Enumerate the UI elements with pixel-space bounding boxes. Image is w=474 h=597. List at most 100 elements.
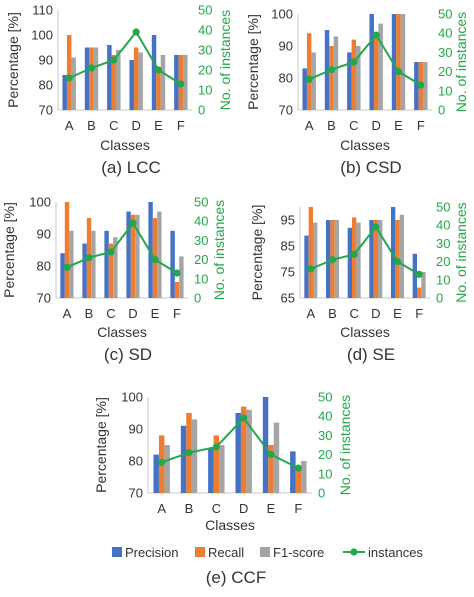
y-tick-label: 75 — [281, 265, 295, 280]
y2-tick-label: 30 — [318, 428, 332, 443]
bar-precision — [412, 253, 417, 298]
x-axis-title: Classes — [340, 137, 390, 153]
y2-tick-label: 50 — [194, 195, 208, 210]
point-instances — [372, 31, 380, 39]
y2-tick-label: 30 — [438, 45, 452, 60]
x-tick-label: A — [65, 118, 74, 133]
y2-tick-label: 10 — [438, 83, 452, 98]
point-instances — [132, 28, 140, 36]
point-instances — [212, 443, 220, 451]
y-tick-label: 90 — [279, 39, 293, 54]
bar-f1-score — [356, 46, 361, 110]
point-instances — [350, 250, 358, 258]
y2-tick-label: 20 — [194, 252, 208, 267]
x-tick-label: A — [306, 306, 315, 321]
bar-recall — [240, 406, 247, 493]
bar-f1-score — [183, 55, 188, 110]
y2-tick-label: 10 — [194, 271, 208, 286]
y2-tick-label: 50 — [438, 7, 452, 22]
chart-title: (b) CSD — [340, 158, 401, 177]
bar-f1-score — [378, 23, 383, 111]
y-axis-title: Percentage [%] — [5, 12, 21, 108]
y-tick-label: 70 — [129, 486, 143, 501]
series-line-instances — [66, 221, 178, 274]
chart-panel: 70 80 90 100 110 0 10 20 30 40 50 A B C D E F Percentage … — [5, 3, 233, 178]
bar-f1-score — [93, 47, 99, 110]
bar-precision — [326, 220, 331, 298]
y2-tick-label: 0 — [198, 103, 205, 118]
y2-tick-label: 50 — [318, 390, 332, 405]
bar-precision — [84, 47, 90, 110]
point-instances — [294, 464, 302, 472]
legend: Precision Recall F1-score instances — [112, 545, 423, 560]
bar-precision — [391, 207, 396, 298]
chart-title: (d) SE — [347, 345, 395, 364]
y-tick-label: 70 — [39, 103, 53, 118]
y-axis-title: Percentage [%] — [93, 397, 109, 493]
y-tick-label: 95 — [281, 213, 295, 228]
legend-swatch — [260, 547, 270, 557]
bar-f1-score — [333, 36, 339, 110]
legend-label: Precision — [125, 545, 178, 560]
y2-axis-title: No. of instances — [453, 12, 469, 112]
legend-swatch — [112, 547, 122, 557]
bar-recall — [111, 55, 117, 110]
bar-f1-score — [246, 409, 252, 493]
x-tick-label: E — [151, 306, 160, 321]
bar-precision — [153, 454, 159, 493]
bar-precision — [126, 211, 131, 298]
bar-precision — [304, 235, 309, 298]
bar-f1-score — [219, 445, 225, 493]
y-tick-label: 100 — [121, 390, 143, 405]
y2-tick-label: 20 — [198, 63, 212, 78]
bar-f1-score — [91, 230, 96, 298]
y-axis-title: Percentage [%] — [1, 202, 17, 298]
bar-recall — [156, 72, 161, 110]
y2-tick-label: 40 — [194, 214, 208, 229]
legend-item: F1-score — [260, 545, 324, 560]
bar-precision — [180, 425, 187, 493]
point-instances — [240, 414, 248, 422]
x-tick-label: F — [177, 118, 185, 133]
point-instances — [267, 451, 275, 459]
bar-recall — [130, 214, 136, 298]
bar-f1-score — [157, 211, 162, 298]
bar-precision — [82, 243, 87, 298]
y-axis-title: Percentage [%] — [249, 205, 265, 301]
bar-precision — [290, 451, 296, 493]
x-tick-label: B — [328, 306, 337, 321]
bar-precision — [148, 202, 153, 298]
x-tick-label: D — [128, 306, 137, 321]
x-tick-label: B — [327, 118, 336, 133]
bar-precision — [414, 62, 419, 110]
y-tick-label: 80 — [37, 259, 51, 274]
bar-f1-score — [164, 445, 170, 493]
bar-recall — [295, 467, 302, 493]
y2-tick-label: 0 — [194, 291, 201, 306]
y2-tick-label: 10 — [198, 83, 212, 98]
y2-tick-label: 0 — [318, 486, 325, 501]
y-tick-label: 80 — [39, 78, 53, 93]
bar-precision — [107, 45, 112, 110]
point-instances — [151, 256, 159, 264]
point-instances — [327, 66, 336, 74]
bar-precision — [129, 60, 134, 110]
point-instances — [185, 449, 193, 457]
point-instances — [158, 458, 166, 466]
bar-precision — [391, 14, 397, 110]
x-tick-label: C — [106, 306, 115, 321]
y-tick-label: 110 — [32, 3, 53, 18]
bar-f1-score — [356, 222, 361, 298]
y2-tick-label: 30 — [194, 233, 208, 248]
legend-label: F1-score — [273, 545, 324, 560]
chart-title: (a) LCC — [101, 158, 161, 177]
bar-f1-score — [421, 272, 426, 298]
chart-panel: 70 80 90 100 0 10 20 30 40 50 A B C D E F Percentage [%]… — [245, 7, 469, 178]
y-tick-label: 100 — [31, 28, 53, 43]
point-instances — [85, 254, 93, 262]
point-instances — [129, 219, 137, 227]
y2-tick-label: 0 — [436, 291, 443, 306]
y2-axis-title: No. of instances — [453, 202, 469, 302]
y2-tick-label: 20 — [436, 254, 450, 269]
